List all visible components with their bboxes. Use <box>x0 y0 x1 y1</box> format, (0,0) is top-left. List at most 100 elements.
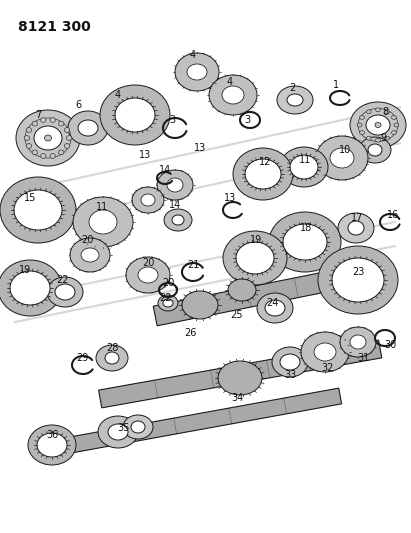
Ellipse shape <box>44 135 51 141</box>
Ellipse shape <box>81 248 99 262</box>
Ellipse shape <box>78 120 98 136</box>
Text: 20: 20 <box>142 258 154 268</box>
Ellipse shape <box>67 135 72 140</box>
Ellipse shape <box>73 197 133 247</box>
Ellipse shape <box>28 425 76 465</box>
Ellipse shape <box>175 53 219 91</box>
Ellipse shape <box>16 110 80 166</box>
Text: 16: 16 <box>387 210 399 220</box>
Ellipse shape <box>376 138 381 142</box>
Ellipse shape <box>245 159 281 189</box>
Ellipse shape <box>32 121 37 126</box>
Ellipse shape <box>32 150 37 155</box>
Text: 17: 17 <box>351 213 363 223</box>
Text: 11: 11 <box>299 155 311 165</box>
Ellipse shape <box>222 86 244 104</box>
Ellipse shape <box>50 154 55 158</box>
Ellipse shape <box>50 118 55 123</box>
Ellipse shape <box>65 127 70 132</box>
Ellipse shape <box>0 177 76 243</box>
Ellipse shape <box>318 246 398 314</box>
Text: 14: 14 <box>159 165 171 175</box>
Ellipse shape <box>58 121 64 126</box>
Text: 4: 4 <box>227 77 233 87</box>
Text: 29: 29 <box>76 353 88 363</box>
Ellipse shape <box>123 415 153 439</box>
Text: 28: 28 <box>106 343 118 353</box>
Ellipse shape <box>89 210 117 234</box>
Ellipse shape <box>223 231 287 285</box>
Ellipse shape <box>58 150 64 155</box>
Text: 13: 13 <box>194 143 206 153</box>
Polygon shape <box>153 259 392 326</box>
Ellipse shape <box>228 279 256 301</box>
Ellipse shape <box>209 75 257 115</box>
Text: 31: 31 <box>357 353 369 363</box>
Ellipse shape <box>172 215 184 225</box>
Text: 2: 2 <box>289 83 295 93</box>
Ellipse shape <box>348 221 364 235</box>
Ellipse shape <box>375 123 381 127</box>
Ellipse shape <box>314 343 336 361</box>
Ellipse shape <box>182 291 218 319</box>
Ellipse shape <box>37 433 67 457</box>
Text: 8121 300: 8121 300 <box>18 20 91 34</box>
Ellipse shape <box>366 115 390 135</box>
Ellipse shape <box>236 242 274 274</box>
Text: 18: 18 <box>300 223 312 233</box>
Text: 13: 13 <box>224 193 236 203</box>
Ellipse shape <box>26 143 32 148</box>
Text: 13: 13 <box>139 150 151 160</box>
Ellipse shape <box>157 170 193 200</box>
Text: 4: 4 <box>115 90 121 100</box>
Ellipse shape <box>138 267 158 283</box>
Ellipse shape <box>41 154 46 158</box>
Text: 33: 33 <box>284 370 296 380</box>
Text: 1: 1 <box>333 80 339 90</box>
Ellipse shape <box>392 131 396 134</box>
Ellipse shape <box>26 127 32 132</box>
Ellipse shape <box>350 335 366 349</box>
Ellipse shape <box>141 194 155 206</box>
Ellipse shape <box>47 277 83 307</box>
Ellipse shape <box>330 148 354 168</box>
Ellipse shape <box>350 102 406 148</box>
Text: 32: 32 <box>321 363 333 373</box>
Text: 36: 36 <box>46 430 58 440</box>
Ellipse shape <box>115 98 155 132</box>
Text: 4: 4 <box>190 50 196 60</box>
Ellipse shape <box>394 123 399 127</box>
Text: 9: 9 <box>380 133 386 143</box>
Ellipse shape <box>265 300 285 316</box>
Ellipse shape <box>126 257 170 293</box>
Ellipse shape <box>105 352 119 364</box>
Ellipse shape <box>55 284 75 300</box>
Ellipse shape <box>218 361 262 395</box>
Text: 25: 25 <box>230 310 242 320</box>
Ellipse shape <box>34 126 62 150</box>
Ellipse shape <box>366 136 371 140</box>
Ellipse shape <box>277 86 313 114</box>
Text: 14: 14 <box>169 200 181 210</box>
Ellipse shape <box>131 421 145 433</box>
Ellipse shape <box>376 108 381 112</box>
Ellipse shape <box>70 238 110 272</box>
Text: 10: 10 <box>339 145 351 155</box>
Text: 23: 23 <box>352 267 364 277</box>
Ellipse shape <box>96 345 128 371</box>
Ellipse shape <box>280 147 328 187</box>
Ellipse shape <box>290 155 318 179</box>
Text: 3: 3 <box>244 115 250 125</box>
Text: 30: 30 <box>384 340 396 350</box>
Ellipse shape <box>14 190 62 230</box>
Text: 35: 35 <box>117 423 129 433</box>
Polygon shape <box>64 388 342 454</box>
Text: 19: 19 <box>19 265 31 275</box>
Text: 12: 12 <box>259 157 271 167</box>
Ellipse shape <box>366 110 371 114</box>
Ellipse shape <box>187 64 207 80</box>
Ellipse shape <box>41 118 46 123</box>
Ellipse shape <box>332 258 384 302</box>
Ellipse shape <box>360 131 365 134</box>
Ellipse shape <box>280 354 300 370</box>
